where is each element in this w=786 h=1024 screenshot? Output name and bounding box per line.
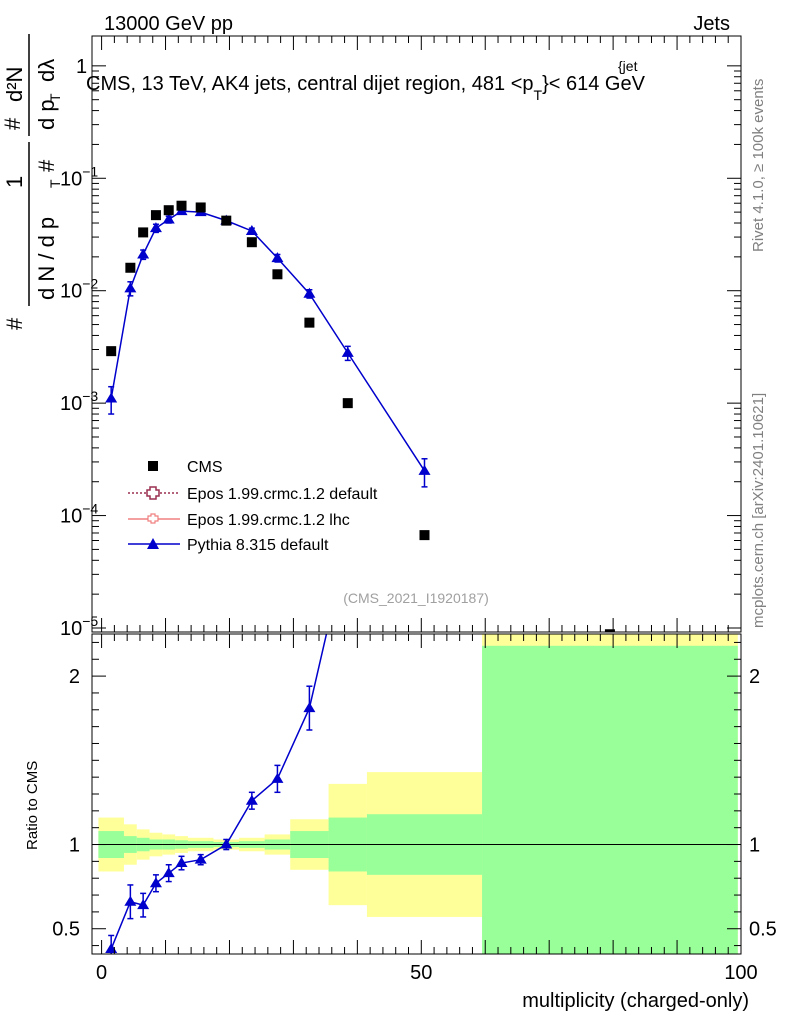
legend-cms-marker xyxy=(148,461,158,471)
svg-text:#: # xyxy=(0,117,25,130)
ratio-y-tick-label: 1 xyxy=(69,835,80,857)
ratio-point xyxy=(342,535,354,545)
legend-cms-label: CMS xyxy=(187,459,223,476)
cms-point xyxy=(163,205,174,216)
svg-text:d p: d p xyxy=(34,99,59,130)
ratio-y-tick-label-right: 0.5 xyxy=(749,919,777,941)
pythia-error-bars xyxy=(108,207,428,488)
ratio-band-green xyxy=(482,645,738,954)
pythia-point xyxy=(137,248,150,259)
ratio-markers xyxy=(105,535,354,953)
svg-text:T: T xyxy=(47,179,63,188)
cms-point xyxy=(304,317,315,328)
cms-point xyxy=(272,269,283,280)
ratio-bands-green xyxy=(98,645,738,954)
pythia-point xyxy=(418,464,431,475)
top-y-tick-label: 10−4 xyxy=(60,501,98,528)
rivet-label: Rivet 4.1.0, ≥ 100k events xyxy=(750,79,767,252)
svg-text:d²N: d²N xyxy=(2,67,27,102)
ratio-error-bars xyxy=(108,685,313,954)
ratio-y-tick-label: 2 xyxy=(69,666,80,688)
ratio-y-axis-label: Ratio to CMS xyxy=(24,761,41,850)
ratio-point xyxy=(303,702,316,713)
top-panel: 10−5 10−4 10−3 10−2 10−1 1 CMS, 13 TeV, AK4 j… xyxy=(0,34,742,640)
x-axis-label: multiplicity (charged-only) xyxy=(522,990,749,1012)
svg-text:d N / d p: d N / d p xyxy=(34,217,59,300)
ratio-y-tick-label: 0.5 xyxy=(52,919,80,941)
ratio-point xyxy=(220,838,233,849)
chart-title: CMS, 13 TeV, AK4 jets, central dijet reg… xyxy=(86,73,646,103)
pythia-point xyxy=(105,392,118,403)
legend-pythia-marker xyxy=(147,538,159,549)
chart-title-sup: {jet xyxy=(618,58,638,74)
legend: CMS Epos 1.99.crmc.1.2 default Epos 1.99… xyxy=(128,459,378,554)
top-y-axis-label: # 1 d N / d p T # d²N # d p T dλ xyxy=(0,34,63,330)
ratio-y-tick-label-right: 1 xyxy=(749,835,760,857)
pythia-point xyxy=(162,213,175,224)
pythia-point xyxy=(245,224,258,235)
ratio-point xyxy=(271,772,284,783)
cms-point xyxy=(125,262,136,273)
top-y-tick-label: 10−1 xyxy=(60,163,98,190)
analysis-watermark: (CMS_2021_I1920187) xyxy=(343,590,489,606)
legend-epos-lhc-label: Epos 1.99.crmc.1.2 lhc xyxy=(187,512,350,529)
svg-text:T: T xyxy=(47,93,63,102)
ratio-x-tick-label: 50 xyxy=(410,962,432,984)
mcplots-label: mcplots.cern.ch [arXiv:2401.10621] xyxy=(750,393,767,628)
ratio-point xyxy=(194,853,207,864)
legend-epos-lhc-marker xyxy=(147,513,159,524)
cms-point xyxy=(195,202,206,213)
pythia-point xyxy=(341,346,354,357)
top-y-tick-labels: 10−5 10−4 10−3 10−2 10−1 1 xyxy=(60,56,98,640)
top-frame xyxy=(91,35,742,633)
header-right: Jets xyxy=(693,13,730,35)
cms-point xyxy=(342,398,353,409)
pythia-point xyxy=(271,252,284,263)
top-y-tick-label: 1 xyxy=(76,56,87,78)
cms-point xyxy=(106,346,117,357)
cms-point xyxy=(419,530,430,541)
ratio-tick-labels: 0 50 100 0.5 0.5 1 1 2 2 xyxy=(52,666,777,984)
pythia-point xyxy=(149,222,162,233)
pythia-point xyxy=(124,282,137,293)
ratio-panel: 0 50 100 0.5 0.5 1 1 2 2 Ratio to CMS multiplici… xyxy=(24,535,777,1012)
cms-point xyxy=(246,237,257,248)
ratio-point xyxy=(245,794,258,805)
pythia-series-line xyxy=(110,210,426,472)
ratio-y-tick-label-right: 2 xyxy=(749,666,760,688)
ratio-x-tick-label: 100 xyxy=(724,962,757,984)
pythia-markers xyxy=(105,205,431,475)
ratio-point xyxy=(105,942,118,953)
svg-text:dλ: dλ xyxy=(34,59,59,82)
legend-pythia-label: Pythia 8.315 default xyxy=(187,537,329,554)
header-left: 13000 GeV pp xyxy=(104,13,233,35)
ratio-axis-ticks xyxy=(92,634,742,954)
cms-point xyxy=(138,227,149,238)
legend-epos-default-marker xyxy=(146,486,160,500)
cms-point xyxy=(176,200,187,211)
ratio-point xyxy=(124,895,137,906)
ratio-x-tick-label: 0 xyxy=(96,962,107,984)
ratio-point xyxy=(149,877,162,888)
ratio-point xyxy=(137,899,150,910)
pythia-point xyxy=(303,287,316,298)
top-y-tick-label: 10−2 xyxy=(60,276,98,303)
cms-point xyxy=(150,210,161,221)
ratio-frame xyxy=(91,633,742,955)
cms-point xyxy=(221,215,232,226)
svg-text:#: # xyxy=(34,159,59,172)
top-y-tick-label: 10−3 xyxy=(60,388,98,415)
legend-epos-default-label: Epos 1.99.crmc.1.2 default xyxy=(187,486,378,503)
ratio-point xyxy=(162,867,175,878)
cms-point xyxy=(604,629,615,632)
svg-text:#: # xyxy=(2,317,27,330)
cms-markers xyxy=(106,200,615,632)
svg-text:1: 1 xyxy=(2,176,27,188)
ratio-pythia-line xyxy=(110,634,328,950)
top-y-tick-label: 10−5 xyxy=(60,613,98,640)
top-axis-ticks xyxy=(92,36,742,632)
ratio-point xyxy=(175,857,188,868)
